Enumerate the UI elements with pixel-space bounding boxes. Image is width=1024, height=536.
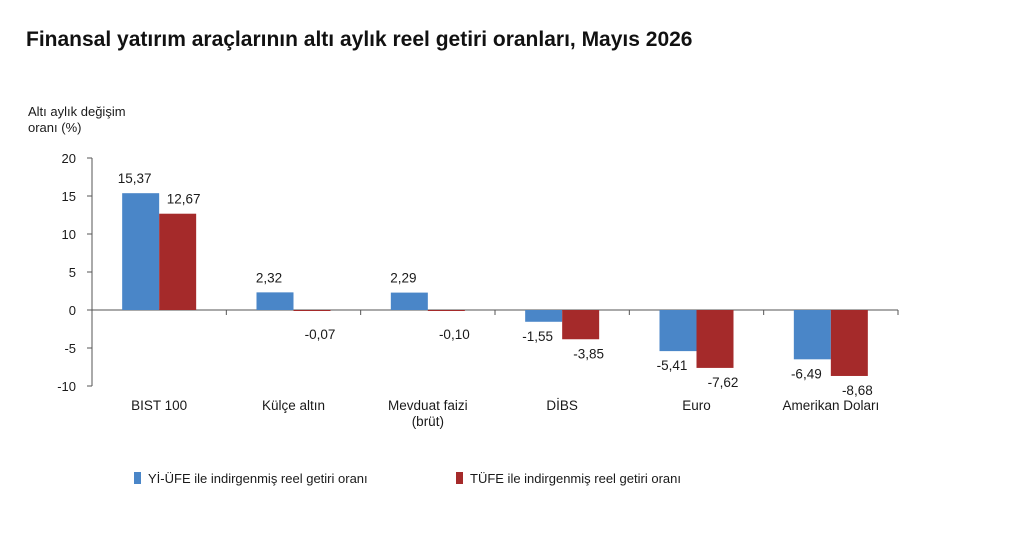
data-label: 12,67 <box>167 192 201 207</box>
bar-yi-ufe <box>122 193 160 310</box>
legend-label: TÜFE ile indirgenmiş reel getiri oranı <box>470 471 681 486</box>
category-label: Mevduat faizi <box>388 398 468 413</box>
legend-label: Yİ-ÜFE ile indirgenmiş reel getiri oranı <box>148 471 368 486</box>
category-label: (brüt) <box>412 414 444 429</box>
y-tick-label: -5 <box>64 341 76 356</box>
data-label: -8,68 <box>842 383 873 398</box>
y-tick-label: -10 <box>57 379 76 394</box>
data-label: -6,49 <box>791 366 822 381</box>
y-tick-label: 15 <box>62 189 76 204</box>
y-tick-label: 5 <box>69 265 76 280</box>
data-label: -0,10 <box>439 327 470 342</box>
bar-tufe <box>562 310 600 340</box>
data-label: 15,37 <box>118 171 152 186</box>
bar-tufe <box>159 213 197 310</box>
bar-yi-ufe <box>659 310 697 352</box>
y-tick-label: 20 <box>62 151 76 166</box>
data-label: 2,32 <box>256 270 282 285</box>
bar-tufe <box>427 310 465 311</box>
bar-yi-ufe <box>256 292 294 310</box>
category-label: DİBS <box>546 398 578 413</box>
data-label: 2,29 <box>390 271 416 286</box>
bar-yi-ufe <box>390 292 428 310</box>
category-label: Euro <box>682 398 711 413</box>
data-label: -5,41 <box>657 358 688 373</box>
bar-tufe <box>293 310 331 311</box>
legend-swatch <box>456 472 463 484</box>
bar-tufe <box>696 310 734 368</box>
bar-yi-ufe <box>793 310 831 360</box>
data-label: -1,55 <box>522 329 553 344</box>
y-tick-label: 0 <box>69 303 76 318</box>
legend-swatch <box>134 472 141 484</box>
y-axis-label: oranı (%) <box>28 120 81 135</box>
data-label: -0,07 <box>305 327 336 342</box>
bar-tufe <box>830 310 868 376</box>
bar-yi-ufe <box>525 310 563 322</box>
page-title: Finansal yatırım araçlarının altı aylık … <box>26 28 693 51</box>
data-label: -3,85 <box>573 346 604 361</box>
data-label: -7,62 <box>708 375 739 390</box>
y-tick-label: 10 <box>62 227 76 242</box>
category-label: BIST 100 <box>131 398 187 413</box>
category-label: Külçe altın <box>262 398 325 413</box>
category-label: Amerikan Doları <box>782 398 879 413</box>
y-axis-label: Altı aylık değişim <box>28 104 126 119</box>
